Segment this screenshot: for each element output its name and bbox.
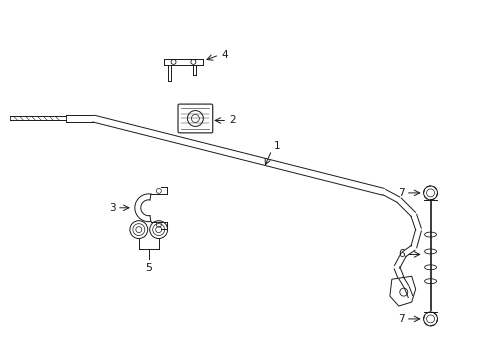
Text: 5: 5: [145, 264, 152, 273]
Text: 7: 7: [397, 188, 404, 198]
Text: 3: 3: [109, 203, 116, 213]
Text: 1: 1: [273, 141, 280, 151]
Text: 2: 2: [229, 116, 235, 126]
FancyBboxPatch shape: [178, 104, 212, 133]
Text: 4: 4: [221, 50, 227, 60]
Text: 7: 7: [397, 314, 404, 324]
Text: 6: 6: [397, 249, 404, 260]
